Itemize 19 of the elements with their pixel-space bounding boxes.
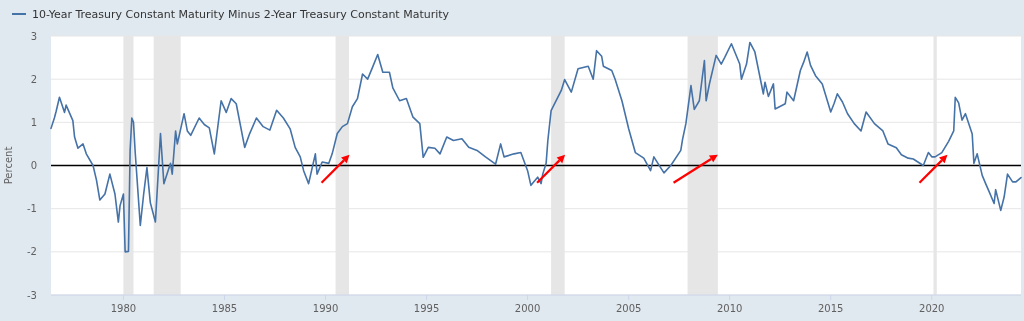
x-tick-label: 2005 bbox=[615, 303, 642, 314]
y-tick-label: -3 bbox=[27, 289, 37, 301]
legend-label: 10-Year Treasury Constant Maturity Minus 2-Year Treasury Constant Maturity bbox=[32, 7, 450, 21]
x-tick-label: 2020 bbox=[919, 303, 945, 314]
x-tick-label: 2000 bbox=[514, 303, 541, 314]
x-tick-label: 1990 bbox=[312, 303, 339, 314]
x-tick-label: 2015 bbox=[818, 303, 844, 314]
x-tick-label: 1985 bbox=[211, 303, 238, 314]
y-tick-label: 1 bbox=[30, 116, 37, 128]
y-tick-label: 0 bbox=[30, 160, 37, 171]
x-tick-label: 1980 bbox=[110, 303, 137, 314]
x-tick-label: 2010 bbox=[716, 303, 743, 314]
y-axis-title: Percent bbox=[3, 146, 14, 185]
line-series bbox=[50, 41, 1022, 253]
y-tick-label: 2 bbox=[30, 73, 37, 85]
x-tick-label: 1995 bbox=[413, 303, 440, 314]
y-tick-label: -1 bbox=[27, 203, 37, 215]
y-tick-label: -2 bbox=[27, 246, 37, 258]
y-tick-label: 3 bbox=[30, 30, 37, 42]
